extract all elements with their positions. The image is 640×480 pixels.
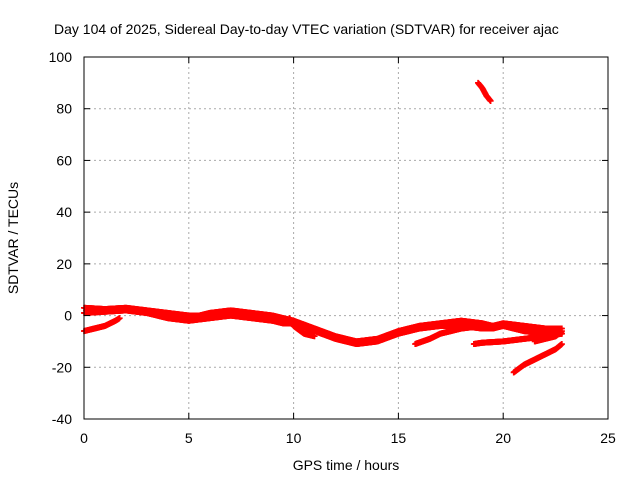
y-axis-label: SDTVAR / TECUs <box>5 182 21 294</box>
series-late-segment-b <box>470 330 565 348</box>
x-tick-label: 15 <box>391 430 407 446</box>
data-series <box>81 79 565 376</box>
y-tick-label: -20 <box>52 359 72 375</box>
data-point <box>116 315 123 322</box>
series-late-segment-c <box>510 341 565 376</box>
series-dip-9-10 <box>286 315 318 340</box>
data-point <box>487 97 494 104</box>
y-tick-label: 20 <box>56 256 72 272</box>
series-early-segment <box>81 315 123 335</box>
y-tick-label: 80 <box>56 101 72 117</box>
y-tick-label: -40 <box>52 411 72 427</box>
x-tick-label: 0 <box>80 430 88 446</box>
series-late-segment-d <box>531 328 565 345</box>
y-tick-label: 40 <box>56 204 72 220</box>
series-late-segment-a <box>412 322 496 348</box>
x-tick-label: 20 <box>495 430 511 446</box>
axes: 0 5 10 15 20 25 -40 -20 0 20 40 60 80 100 <box>49 49 616 446</box>
x-tick-label: 10 <box>286 430 302 446</box>
data-point <box>311 333 318 340</box>
x-axis-label: GPS time / hours <box>293 457 400 473</box>
series-main-band-upper <box>81 304 565 345</box>
y-tick-label: 0 <box>64 308 72 324</box>
chart-title: Day 104 of 2025, Sidereal Day-to-day VTE… <box>54 21 559 37</box>
x-tick-label: 25 <box>600 430 616 446</box>
data-point <box>558 341 565 348</box>
plot-frame <box>83 56 609 420</box>
data-point <box>558 328 565 335</box>
y-tick-label: 100 <box>49 49 73 65</box>
x-tick-label: 5 <box>185 430 193 446</box>
y-tick-label: 60 <box>56 152 72 168</box>
data-point <box>489 325 496 332</box>
series-outlier <box>475 79 494 104</box>
